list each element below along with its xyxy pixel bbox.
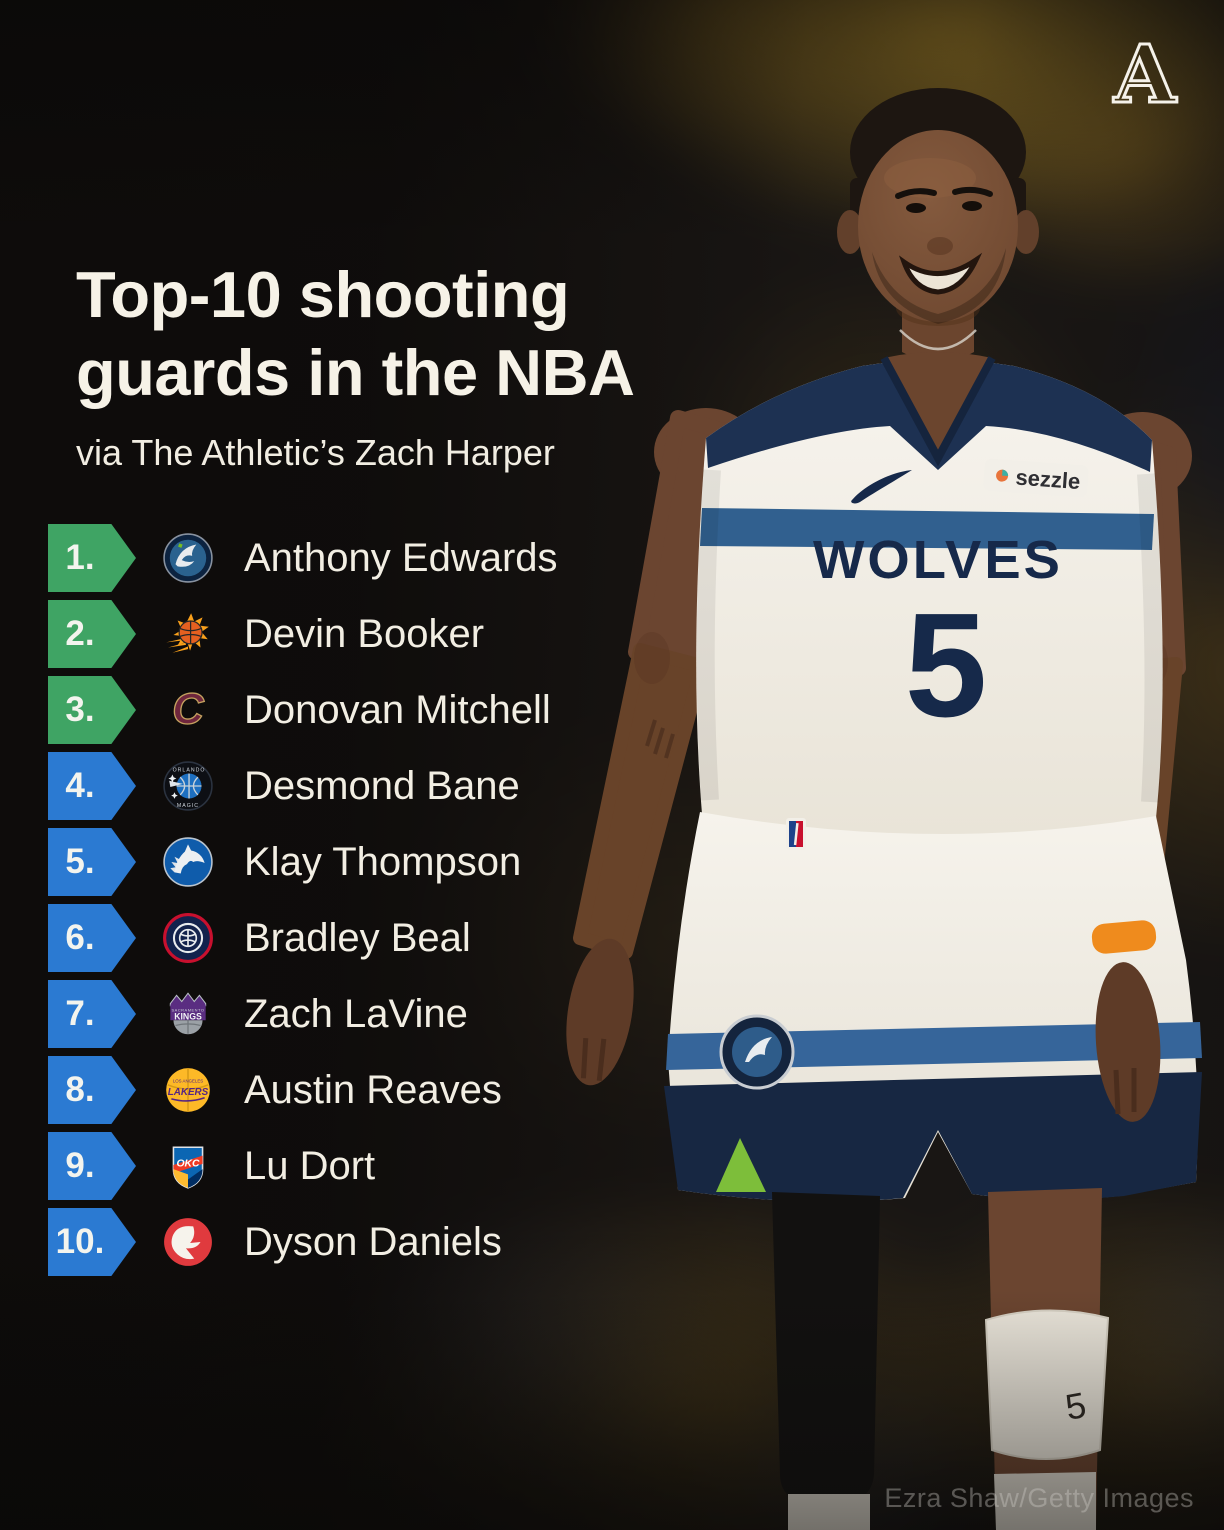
rank-number: 6. [65, 918, 95, 957]
necklace [899, 329, 977, 351]
sponsor-patch-text: sezzle [1015, 465, 1081, 494]
jersey-number: 5 [905, 583, 987, 748]
ranking-list: 1. Anthony Edwards 2. Devin Booker 3. C [48, 524, 558, 1276]
title-line-1: Top-10 shooting [76, 258, 570, 331]
ranking-row-3: 3. C Donovan Mitchell [48, 676, 558, 744]
player-name: Desmond Bane [244, 763, 520, 808]
page-title: Top-10 shooting guards in the NBA [76, 256, 635, 412]
team-logo-timberwolves [163, 533, 213, 583]
rank-badge: 10. [48, 1208, 136, 1276]
svg-text:KINGS: KINGS [174, 1012, 202, 1022]
ranking-row-8: 8. LOS ANGELES LAKERS Austin Reaves [48, 1056, 558, 1124]
subtitle: via The Athletic’s Zach Harper [76, 432, 555, 473]
timberwolves-shorts-logo [719, 1014, 795, 1090]
ranking-row-10: 10. Dyson Daniels [48, 1208, 558, 1276]
nba-logo [786, 818, 806, 850]
ranking-row-1: 1. Anthony Edwards [48, 524, 558, 592]
team-logo-kings: SACRAMENTO KINGS [169, 992, 207, 1035]
player-hands [566, 920, 1161, 1122]
jersey-wordmark: WOLVES [813, 530, 1063, 590]
team-logo-clippers [163, 913, 213, 963]
rank-number: 5. [65, 842, 95, 881]
player-name: Donovan Mitchell [244, 687, 551, 732]
player-name: Austin Reaves [244, 1067, 502, 1112]
ranking-row-6: 6. Bradley Beal [48, 904, 558, 972]
rank-badge: 8. [48, 1056, 136, 1124]
team-logo-mavericks [163, 837, 213, 887]
rank-number: 9. [65, 1146, 95, 1185]
svg-text:SACRAMENTO: SACRAMENTO [172, 1007, 205, 1012]
team-logo-lakers: LOS ANGELES LAKERS [166, 1068, 210, 1112]
rank-badge: 7. [48, 980, 136, 1048]
rank-number: 7. [65, 994, 95, 1033]
svg-text:OKC: OKC [176, 1159, 200, 1170]
rank-number: 8. [65, 1070, 95, 1109]
rank-number: 1. [65, 538, 95, 577]
player-head [837, 88, 1039, 324]
team-logo-thunder: OKC [172, 1146, 204, 1189]
player-name: Zach LaVine [244, 991, 468, 1036]
team-logo-magic: ORLANDO MAGIC [163, 761, 213, 811]
bottom-fade-overlay [0, 1290, 1224, 1530]
rank-badge: 9. [48, 1132, 136, 1200]
player-name: Devin Booker [244, 611, 485, 656]
ranking-row-7: 7. SACRAMENTO KINGS Zach LaVine [48, 980, 558, 1048]
rank-badge: 6. [48, 904, 136, 972]
player-name: Anthony Edwards [244, 535, 558, 580]
svg-text:C: C [172, 685, 205, 734]
player-name: Lu Dort [244, 1143, 376, 1188]
rank-number: 2. [65, 614, 95, 653]
rank-badge: 1. [48, 524, 136, 592]
team-logo-hawks [164, 1218, 212, 1266]
player-name: Klay Thompson [244, 839, 522, 884]
ranking-row-5: 5. Klay Thompson [48, 828, 558, 896]
title-block: Top-10 shooting guards in the NBA via Th… [76, 256, 635, 474]
shorts-green-accent [716, 1138, 766, 1192]
rank-badge: 5. [48, 828, 136, 896]
shorts-stripe [666, 1022, 1202, 1070]
player-name: Dyson Daniels [244, 1219, 502, 1264]
team-logo-cavaliers: C [172, 684, 206, 734]
title-line-2: guards in the NBA [76, 336, 635, 409]
svg-text:ORLANDO: ORLANDO [173, 767, 206, 773]
rank-badge: 2. [48, 600, 136, 668]
rank-badge: 3. [48, 676, 136, 744]
jersey-chest-stripe [700, 508, 1154, 550]
rank-number: 4. [65, 766, 95, 805]
team-logo-suns [166, 613, 209, 653]
sponsor-patch: sezzle [983, 458, 1089, 498]
svg-text:LAKERS: LAKERS [168, 1087, 209, 1098]
wolves-shorts [664, 812, 1202, 1202]
ranking-row-4: 4. ORLANDO MAGIC Desmond Bane [48, 752, 558, 820]
ranking-row-2: 2. Devin Booker [48, 600, 558, 668]
nike-swoosh-icon [851, 470, 912, 504]
rank-number: 10. [55, 1222, 105, 1261]
player-name: Bradley Beal [244, 915, 471, 960]
svg-text:LOS ANGELES: LOS ANGELES [173, 1079, 203, 1084]
photo-credit: Ezra Shaw/Getty Images [884, 1483, 1194, 1513]
the-athletic-logo: A [1112, 27, 1177, 121]
rank-number: 3. [65, 690, 95, 729]
orange-wristband [1091, 920, 1157, 954]
ranking-row-9: 9. OKC Lu Dort [48, 1132, 558, 1200]
rank-badge: 4. [48, 752, 136, 820]
svg-text:MAGIC: MAGIC [177, 803, 199, 809]
wolves-jersey: sezzle WOLVES 5 [696, 329, 1163, 837]
